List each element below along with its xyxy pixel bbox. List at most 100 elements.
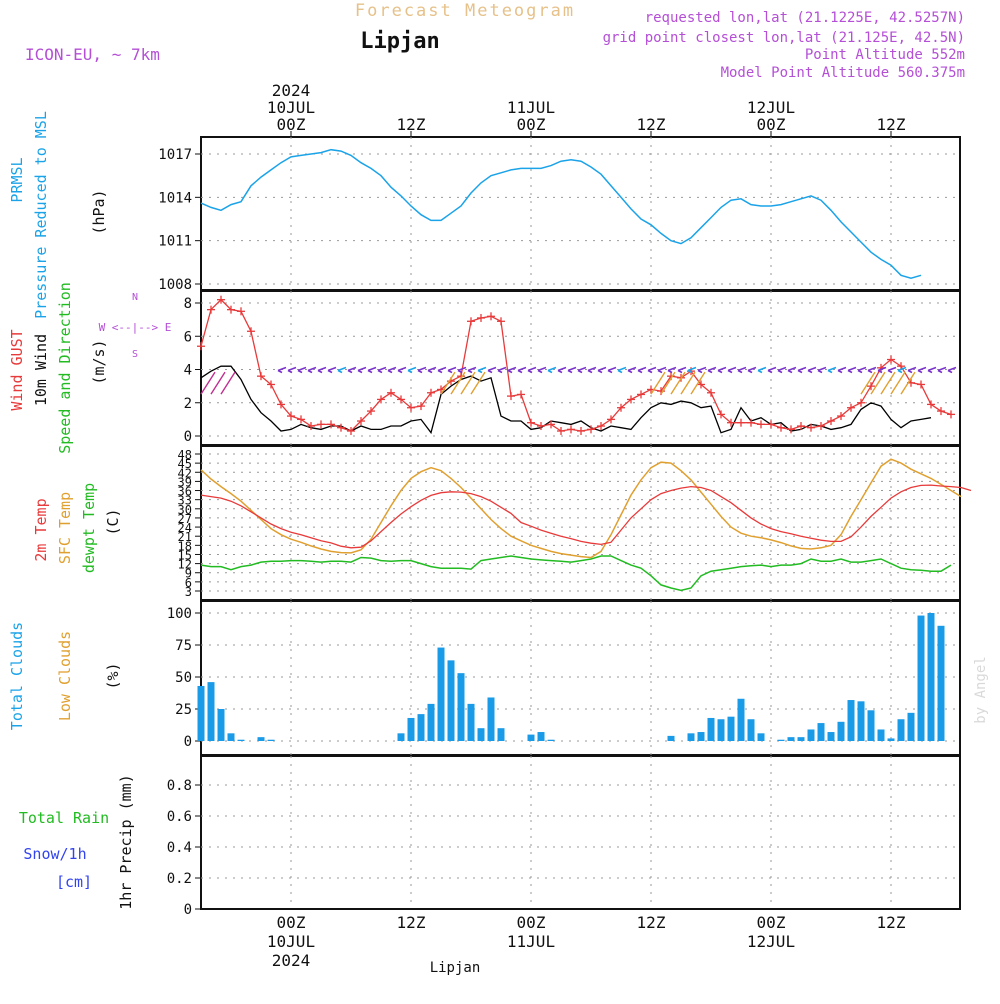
cloud-bar: [237, 739, 245, 741]
y-tick-label: 0: [184, 902, 192, 918]
time-label-top: 12Z: [397, 115, 426, 134]
wind-dir-arrow: [597, 366, 607, 372]
dewpt-label: dewpt Temp: [80, 483, 98, 573]
wind-dir-arrow: [587, 366, 597, 372]
y-tick-label: 6: [184, 329, 192, 345]
y-tick-label: 39: [178, 475, 192, 489]
t2m-label: 2m Temp: [32, 498, 50, 561]
wind-dir-arrow: [877, 366, 887, 372]
wind-dir-arrow: [907, 369, 913, 374]
cloud-bar: [737, 698, 745, 741]
wind-dir-arrow: [417, 366, 427, 372]
wind-dir-arrow: [697, 369, 703, 374]
cloud-bar: [407, 717, 415, 741]
wind-dir-arrow: [917, 369, 923, 374]
wind-barb: [470, 371, 486, 395]
wind-dir-arrow: [367, 366, 377, 372]
dewpt-line: [200, 555, 952, 592]
model-label: ICON-EU, ~ 7km: [25, 45, 160, 64]
y-tick-label: 6: [185, 576, 192, 590]
wind-dir-arrow: [277, 369, 283, 374]
watermark: by Angel: [973, 656, 989, 723]
time-label-top: 12JUL: [747, 98, 795, 117]
wind-dir-arrow: [567, 366, 577, 372]
wind-dir-arrow: [527, 369, 533, 374]
wind-dir-arrow: [657, 366, 667, 372]
wind-dir-arrow: [567, 369, 573, 374]
wind-dir-arrow: [717, 369, 723, 374]
time-label-bottom: 12Z: [877, 913, 906, 932]
wind-dir-arrow: [497, 366, 507, 372]
wind-dir-arrow: [407, 366, 417, 372]
cloud-bar: [887, 738, 895, 741]
time-label-bottom: 00Z: [277, 913, 306, 932]
compass-s: S: [132, 349, 138, 360]
cloud-bar: [707, 717, 715, 741]
wind-dir-arrow: [947, 369, 953, 374]
wind-dir-arrow: [527, 366, 537, 372]
pressure-label: Pressure Reduced to MSL: [32, 111, 50, 319]
cloud-bar: [397, 733, 405, 741]
cloud-bar: [697, 732, 705, 741]
wind-dir-arrow: [627, 366, 637, 372]
wind-dir-arrow: [357, 369, 363, 374]
cloud-bar: [877, 729, 885, 741]
precip-unit: 1hr Precip (mm): [117, 774, 135, 909]
wind-dir-arrow: [637, 366, 647, 372]
wind-dir-arrow: [907, 366, 917, 372]
wind-dir-arrow: [947, 366, 957, 372]
wind-dir-arrow: [507, 366, 517, 372]
wind-dir-arrow: [597, 369, 603, 374]
cloud-bar: [827, 732, 835, 741]
wind-barb: [900, 371, 916, 395]
y-tick-label: 0.2: [167, 871, 192, 887]
wind-barb: [450, 371, 466, 395]
time-label-bottom: 10JUL: [267, 932, 315, 951]
cloud-bar: [417, 714, 425, 741]
wind-dir-arrow: [857, 366, 867, 372]
cloud-bar: [757, 733, 765, 741]
c-unit: (C): [104, 508, 122, 535]
cloud-bar: [547, 739, 555, 741]
cloud-bar: [917, 615, 925, 741]
wind-dir-arrow: [577, 369, 583, 374]
cloud-bar: [907, 712, 915, 741]
wind-dir-arrow: [457, 366, 467, 372]
wind-dir-arrow: [377, 366, 387, 372]
wind-dir-arrow: [667, 366, 677, 372]
wind-gust-line: [200, 298, 952, 432]
wind-dir-arrow: [637, 369, 643, 374]
y-tick-label: 27: [178, 512, 192, 526]
cloud-bar: [747, 719, 755, 741]
cloud-bar: [217, 709, 225, 741]
wind-barb: [210, 371, 226, 395]
wind-barb: [860, 371, 876, 395]
cloud-bar: [807, 729, 815, 741]
y-tick-label: 9: [185, 567, 192, 581]
wind-dir-arrow: [607, 369, 613, 374]
wind-dir-arrow: [327, 369, 333, 374]
cloud-bar: [527, 734, 535, 741]
cloud-bar: [197, 685, 205, 741]
wind-dir-arrow: [547, 369, 553, 374]
wind-dir-arrow: [277, 366, 287, 372]
time-label-bottom: 00Z: [757, 913, 786, 932]
wind-dir-arrow: [897, 366, 907, 372]
panel-frame: [200, 445, 961, 601]
y-tick-label: 36: [178, 485, 192, 499]
wind-dir-arrow: [757, 366, 767, 372]
model-altitude: Model Point Altitude 560.375m: [721, 65, 965, 81]
wind-dir-arrow: [467, 366, 477, 372]
wind-dir-arrow: [677, 366, 687, 372]
wind-dir-arrow: [337, 369, 343, 374]
cloud-bar: [437, 647, 445, 741]
cloud-bar: [847, 700, 855, 741]
wind-dir-arrow: [687, 369, 693, 374]
wind-dir-arrow: [507, 369, 513, 374]
wind-dir-arrow: [757, 369, 763, 374]
wind-dir-arrow: [657, 369, 663, 374]
wind-dir-arrow: [917, 366, 927, 372]
wind-dir-arrow: [297, 366, 307, 372]
wind-dir-arrow: [937, 369, 943, 374]
